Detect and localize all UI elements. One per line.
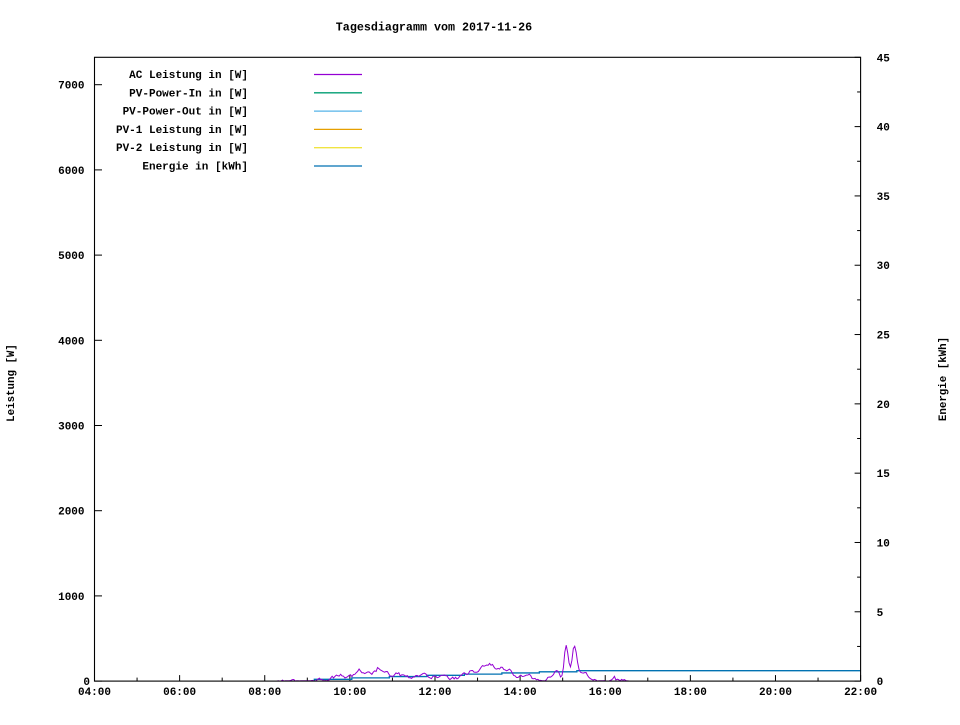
svg-text:Tagesdiagramm vom 2017-11-26: Tagesdiagramm vom 2017-11-26 <box>336 21 532 35</box>
svg-text:15: 15 <box>877 469 891 481</box>
svg-text:2000: 2000 <box>58 507 84 519</box>
svg-text:06:00: 06:00 <box>163 687 196 699</box>
svg-text:14:00: 14:00 <box>504 687 537 699</box>
svg-text:45: 45 <box>877 53 891 65</box>
svg-text:5000: 5000 <box>58 251 84 263</box>
svg-text:10: 10 <box>877 538 890 550</box>
svg-text:PV-Power-In in [W]: PV-Power-In in [W] <box>129 88 248 100</box>
svg-text:PV-2 Leistung in [W]: PV-2 Leistung in [W] <box>116 143 248 155</box>
svg-text:3000: 3000 <box>58 422 84 434</box>
svg-text:Leistung [W]: Leistung [W] <box>6 344 18 422</box>
svg-text:20: 20 <box>877 400 890 412</box>
svg-text:30: 30 <box>877 261 890 273</box>
svg-text:40: 40 <box>877 123 890 135</box>
svg-text:Energie [kWh]: Energie [kWh] <box>938 337 950 421</box>
svg-text:0: 0 <box>83 677 90 689</box>
svg-text:Energie in [kWh]: Energie in [kWh] <box>142 162 248 174</box>
svg-text:10:00: 10:00 <box>333 687 366 699</box>
svg-text:5: 5 <box>877 608 884 620</box>
svg-text:35: 35 <box>877 192 891 204</box>
svg-text:18:00: 18:00 <box>674 687 707 699</box>
svg-text:22:00: 22:00 <box>844 687 877 699</box>
svg-text:20:00: 20:00 <box>759 687 792 699</box>
svg-text:4000: 4000 <box>58 336 84 348</box>
svg-text:0: 0 <box>877 677 884 689</box>
svg-text:PV-1 Leistung in [W]: PV-1 Leistung in [W] <box>116 125 248 137</box>
svg-text:7000: 7000 <box>58 81 84 93</box>
svg-text:1000: 1000 <box>58 592 84 604</box>
svg-text:16:00: 16:00 <box>589 687 622 699</box>
svg-text:6000: 6000 <box>58 166 84 178</box>
svg-text:AC Leistung in [W]: AC Leistung in [W] <box>129 70 248 82</box>
svg-text:08:00: 08:00 <box>248 687 281 699</box>
svg-text:PV-Power-Out in [W]: PV-Power-Out in [W] <box>123 107 248 119</box>
svg-text:25: 25 <box>877 331 891 343</box>
svg-text:12:00: 12:00 <box>418 687 451 699</box>
